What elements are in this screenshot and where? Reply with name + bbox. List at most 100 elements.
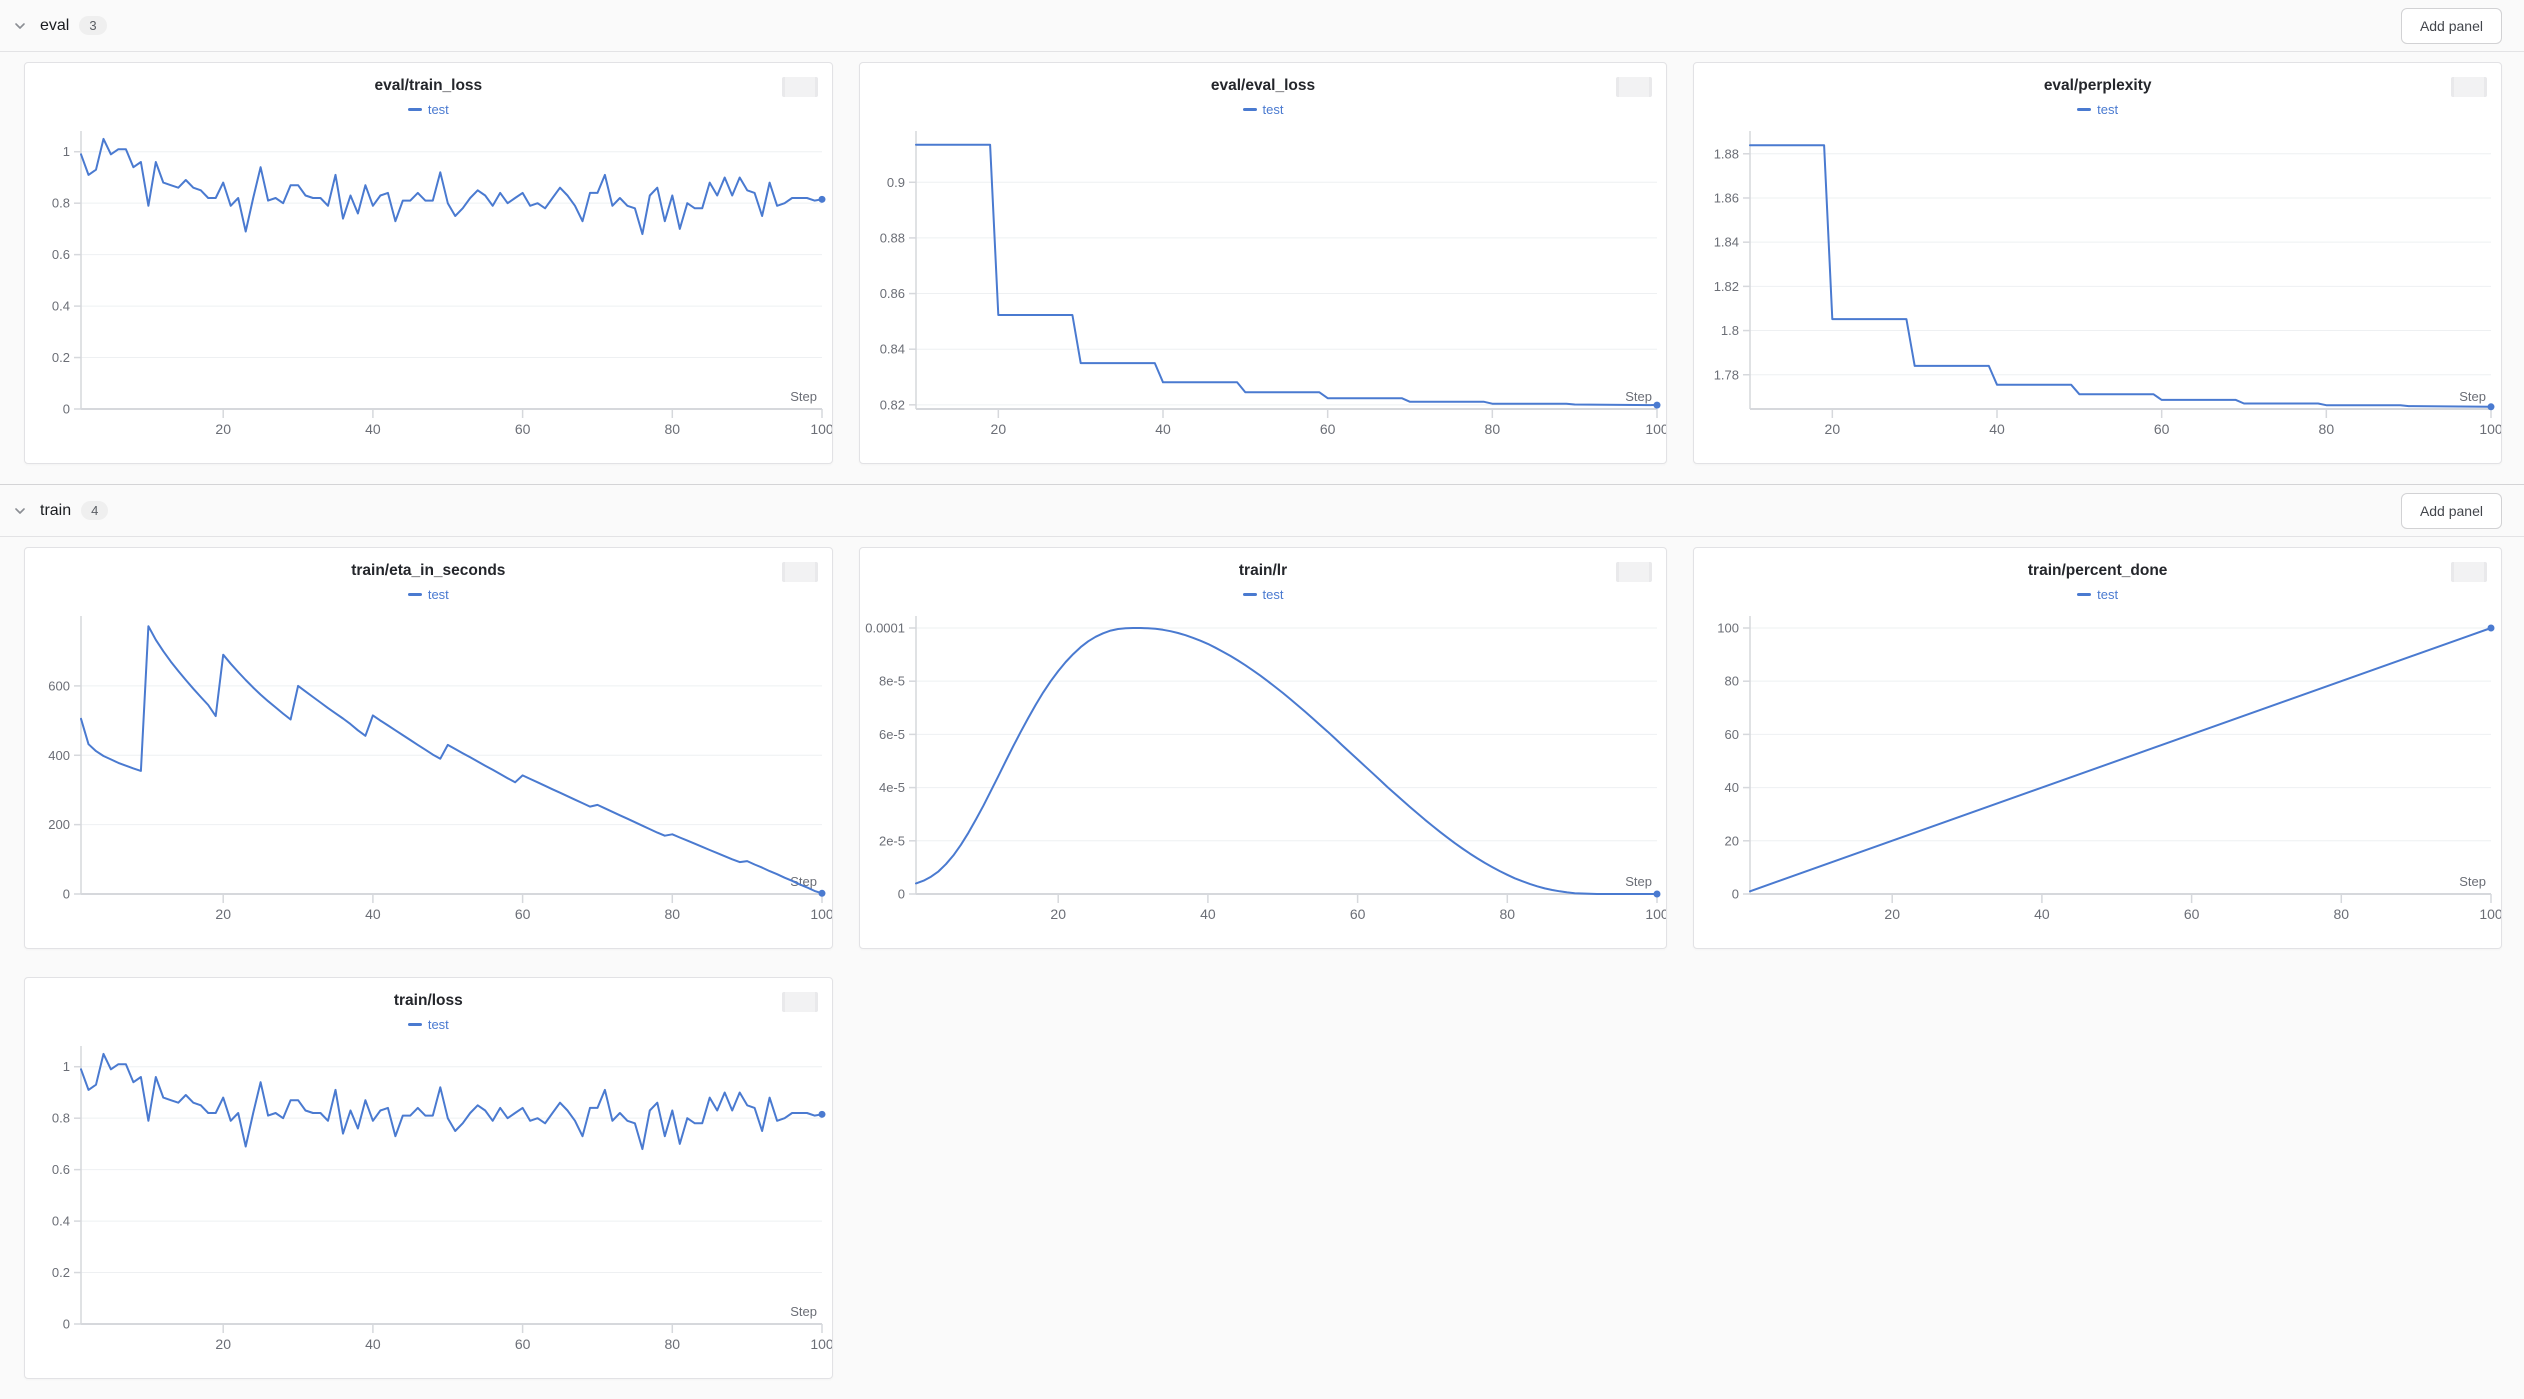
chart-legend: test <box>1694 587 2501 602</box>
svg-text:80: 80 <box>665 906 681 922</box>
svg-text:0.4: 0.4 <box>52 299 70 314</box>
svg-text:0.4: 0.4 <box>52 1214 70 1229</box>
section-train: train 4 Add panel train/eta_in_seconds t… <box>0 485 2524 1399</box>
svg-text:40: 40 <box>1155 421 1171 437</box>
legend-label: test <box>2097 102 2119 117</box>
chart-panel[interactable]: eval/eval_loss test 0.82 0.84 0.86 0.88 0.9 2… <box>858 62 1668 464</box>
chart-area[interactable]: 0 2e-5 4e-5 6e-5 8e-5 0.0001 20 40 60 80 100 Step <box>860 612 1667 928</box>
chart-area[interactable]: 0.82 0.84 0.86 0.88 0.9 20 40 60 80 100 Step <box>860 127 1667 443</box>
chart-title: eval/train_loss <box>374 77 483 94</box>
chart-legend: test <box>25 587 832 602</box>
panel-count-badge: 3 <box>79 16 107 35</box>
svg-text:80: 80 <box>2319 421 2335 437</box>
svg-text:600: 600 <box>48 678 70 693</box>
svg-text:20: 20 <box>1885 906 1901 922</box>
svg-text:80: 80 <box>665 421 681 437</box>
svg-text:60: 60 <box>515 906 531 922</box>
svg-text:0.8: 0.8 <box>52 1111 70 1126</box>
section-title: train <box>40 501 72 519</box>
svg-text:2e-5: 2e-5 <box>879 833 905 848</box>
chart-panel[interactable]: eval/train_loss test 0 0.2 0.4 0.6 0.8 1 20 40 6… <box>24 62 833 464</box>
svg-text:1.84: 1.84 <box>1714 235 1739 250</box>
svg-text:1.78: 1.78 <box>1714 367 1739 382</box>
svg-text:40: 40 <box>1990 421 2006 437</box>
svg-text:40: 40 <box>365 906 381 922</box>
svg-text:0.0001: 0.0001 <box>865 620 905 635</box>
svg-text:20: 20 <box>990 421 1006 437</box>
panel-actions-icon[interactable] <box>1616 562 1653 582</box>
panel-actions-icon[interactable] <box>781 77 818 97</box>
chevron-down-icon[interactable] <box>10 501 30 521</box>
chevron-down-icon[interactable] <box>10 16 30 36</box>
legend-label: test <box>2097 587 2119 602</box>
svg-text:1.8: 1.8 <box>1721 323 1739 338</box>
svg-text:0.84: 0.84 <box>879 342 904 357</box>
svg-text:Step: Step <box>2460 874 2487 889</box>
chart-panel[interactable]: eval/perplexity test 1.78 1.8 1.82 1.84 1.86… <box>1693 62 2502 464</box>
chart-title: train/lr <box>1238 562 1288 579</box>
svg-text:40: 40 <box>1200 906 1216 922</box>
svg-text:0.6: 0.6 <box>52 247 70 262</box>
panel-actions-icon[interactable] <box>2451 562 2487 582</box>
chart-area[interactable]: 0 200 400 600 20 40 60 80 100 Step <box>25 612 832 928</box>
chart-panel[interactable]: train/lr test 0 2e-5 4e-5 6e-5 8e-5 0.0001 20 4… <box>858 547 1668 949</box>
panel-actions-icon[interactable] <box>2451 77 2487 97</box>
add-panel-button[interactable]: Add panel <box>2400 7 2502 44</box>
section-header-eval: eval 3 Add panel <box>0 0 2524 52</box>
svg-text:0.82: 0.82 <box>879 397 904 412</box>
section-eval: eval 3 Add panel eval/train_loss test 0 0… <box>0 0 2524 485</box>
svg-text:80: 80 <box>1499 906 1515 922</box>
svg-text:40: 40 <box>2034 906 2050 922</box>
svg-text:60: 60 <box>515 1336 531 1352</box>
svg-text:100: 100 <box>2480 906 2502 922</box>
legend-label: test <box>427 102 449 117</box>
svg-text:0.2: 0.2 <box>52 350 70 365</box>
svg-text:Step: Step <box>790 874 817 889</box>
add-panel-button[interactable]: Add panel <box>2400 492 2502 529</box>
svg-text:100: 100 <box>1645 421 1667 437</box>
chart-legend: test <box>860 102 1667 117</box>
legend-line-icon <box>1242 593 1257 597</box>
panel-count-badge: 4 <box>81 501 109 520</box>
svg-text:20: 20 <box>1825 421 1841 437</box>
svg-text:0.9: 0.9 <box>887 175 905 190</box>
panel-actions-icon[interactable] <box>1616 77 1653 97</box>
chart-panel[interactable]: train/loss test 0 0.2 0.4 0.6 0.8 1 20 40 60 80 10… <box>24 977 833 1379</box>
chart-panel[interactable]: train/eta_in_seconds test 0 200 400 600 20 40… <box>24 547 833 949</box>
chart-legend: test <box>1694 102 2501 117</box>
svg-text:0.88: 0.88 <box>879 230 904 245</box>
svg-text:0.8: 0.8 <box>52 196 70 211</box>
chart-legend: test <box>25 102 832 117</box>
chart-area[interactable]: 0 0.2 0.4 0.6 0.8 1 20 40 60 80 100 Step <box>25 127 832 443</box>
svg-text:Step: Step <box>1625 389 1652 404</box>
svg-text:60: 60 <box>1320 421 1336 437</box>
svg-text:1.88: 1.88 <box>1714 146 1739 161</box>
svg-text:60: 60 <box>1725 727 1739 742</box>
svg-text:100: 100 <box>2480 421 2502 437</box>
legend-label: test <box>1262 102 1284 117</box>
svg-text:100: 100 <box>1645 906 1667 922</box>
chart-legend: test <box>860 587 1667 602</box>
svg-text:80: 80 <box>1725 674 1739 689</box>
svg-text:20: 20 <box>215 421 231 437</box>
panel-actions-icon[interactable] <box>781 992 818 1012</box>
svg-text:1: 1 <box>63 1059 70 1074</box>
svg-text:1.82: 1.82 <box>1714 279 1739 294</box>
svg-text:20: 20 <box>1725 833 1739 848</box>
chart-title: eval/perplexity <box>2043 77 2152 94</box>
chart-area[interactable]: 0 0.2 0.4 0.6 0.8 1 20 40 60 80 100 Step <box>25 1042 832 1358</box>
panel-actions-icon[interactable] <box>781 562 818 582</box>
legend-label: test <box>427 1017 449 1032</box>
chart-area[interactable]: 0 20 40 60 80 100 20 40 60 80 100 Step <box>1694 612 2501 928</box>
chart-title: train/eta_in_seconds <box>351 562 506 579</box>
legend-line-icon <box>2077 593 2092 597</box>
svg-text:0.6: 0.6 <box>52 1162 70 1177</box>
svg-text:Step: Step <box>2460 389 2487 404</box>
svg-text:0: 0 <box>897 887 904 902</box>
chart-area[interactable]: 1.78 1.8 1.82 1.84 1.86 1.88 20 40 60 80 100 Step <box>1694 127 2501 443</box>
svg-text:0: 0 <box>63 402 70 417</box>
svg-text:80: 80 <box>665 1336 681 1352</box>
chart-panel[interactable]: train/percent_done test 0 20 40 60 80 100 20 40… <box>1693 547 2502 949</box>
legend-label: test <box>427 587 449 602</box>
